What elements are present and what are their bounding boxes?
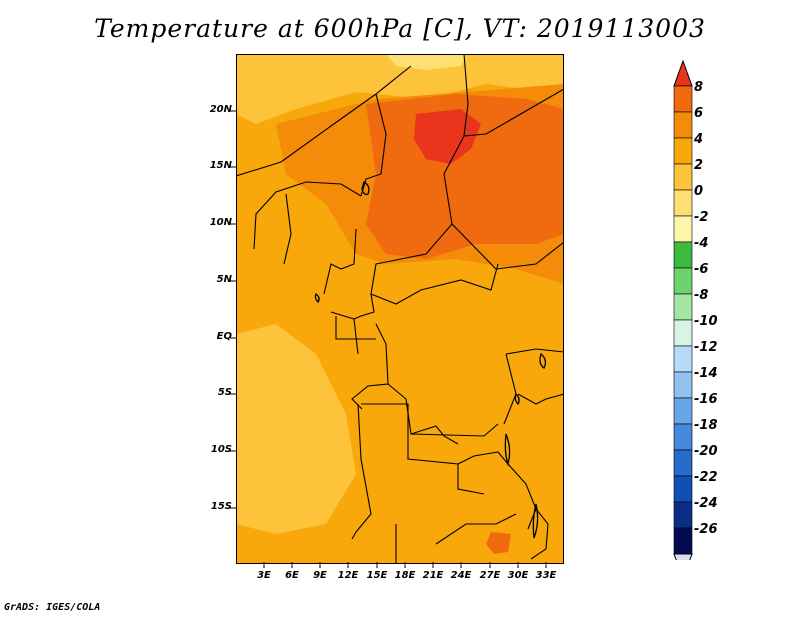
colorbar-swatch — [673, 475, 693, 503]
colorbar-bottom-triangle — [673, 553, 693, 560]
colorbar-swatch — [673, 111, 693, 139]
colorbar-swatch — [673, 293, 693, 321]
colorbar-swatch — [673, 449, 693, 477]
country-borders — [236, 54, 564, 564]
colorbar-swatch — [673, 163, 693, 191]
colorbar-swatch — [673, 137, 693, 165]
lon-label-12e: 12E — [337, 570, 359, 581]
lon-label-18e: 18E — [394, 570, 416, 581]
colorbar-swatch — [673, 189, 693, 217]
lat-label-20n: 20N — [209, 104, 232, 115]
colorbar-label-m24: -24 — [694, 496, 718, 511]
lat-label-5n: 5N — [216, 274, 232, 285]
lat-label-5s: 5S — [217, 387, 232, 398]
chart-title: Temperature at 600hPa [C], VT: 201911300… — [94, 14, 706, 43]
lat-label-10s: 10S — [210, 444, 232, 455]
colorbar-label-8: 8 — [694, 80, 704, 95]
colorbar-label-m22: -22 — [694, 470, 718, 485]
colorbar-label-m14: -14 — [694, 366, 718, 381]
field-hottest-core — [414, 109, 481, 164]
lat-label-eq: EQ — [216, 331, 232, 342]
lon-label-27e: 27E — [479, 570, 501, 581]
colorbar-label-m16: -16 — [694, 392, 718, 407]
lat-ticks — [230, 110, 236, 509]
field-cool-patch — [266, 444, 336, 504]
colorbar-swatch — [673, 241, 693, 269]
lon-label-6e: 6E — [285, 570, 299, 581]
colorbar-label-m12: -12 — [694, 340, 718, 355]
lon-label-3e: 3E — [257, 570, 271, 581]
colorbar-swatch — [673, 319, 693, 347]
temperature-map — [236, 54, 564, 564]
lat-label-15n: 15N — [209, 160, 232, 171]
colorbar-swatch — [673, 501, 693, 529]
colorbar-swatch — [673, 345, 693, 373]
field-cool-north — [236, 54, 564, 124]
lakes — [314, 181, 547, 539]
colorbar-label-m6: -6 — [694, 262, 709, 277]
colorbar-label-m8: -8 — [694, 288, 709, 303]
lon-label-15e: 15E — [366, 570, 388, 581]
lat-label-15s: 15S — [210, 501, 232, 512]
lat-label-10n: 10N — [209, 217, 232, 228]
lon-label-21e: 21E — [422, 570, 444, 581]
colorbar-label-4: 4 — [694, 132, 704, 147]
colorbar-label-m26: -26 — [694, 522, 718, 537]
colorbar-label-m20: -20 — [694, 444, 718, 459]
map-frame — [236, 54, 564, 564]
lon-label-33e: 33E — [535, 570, 557, 581]
colorbar-label-m4: -4 — [694, 236, 709, 251]
field-coolest-north — [386, 54, 466, 70]
lon-label-24e: 24E — [450, 570, 472, 581]
colorbar — [673, 60, 693, 560]
lon-ticks — [263, 562, 547, 568]
colorbar-label-m2: -2 — [694, 210, 709, 225]
credit-text: GrADS: IGES/COLA — [4, 602, 101, 613]
colorbar-swatch — [673, 397, 693, 425]
colorbar-label-m18: -18 — [694, 418, 718, 433]
field-hot-spot-south — [486, 532, 511, 554]
colorbar-label-2: 2 — [694, 158, 704, 173]
colorbar-swatch — [673, 371, 693, 399]
colorbar-swatch — [673, 267, 693, 295]
colorbar-swatch — [673, 85, 693, 113]
colorbar-swatch — [673, 423, 693, 451]
lon-label-9e: 9E — [313, 570, 327, 581]
colorbar-swatch — [673, 215, 693, 243]
colorbar-swatch — [673, 527, 693, 555]
colorbar-label-m10: -10 — [694, 314, 718, 329]
colorbar-top-triangle — [673, 60, 693, 87]
colorbar-label-0: 0 — [694, 184, 704, 199]
colorbar-label-6: 6 — [694, 106, 704, 121]
lon-label-30e: 30E — [507, 570, 529, 581]
